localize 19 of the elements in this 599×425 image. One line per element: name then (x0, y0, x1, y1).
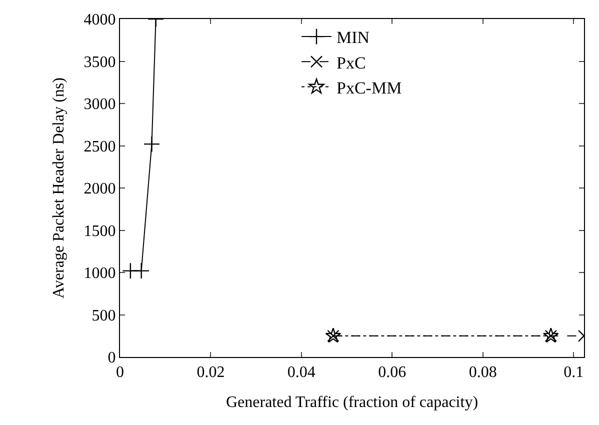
y-tick-label: 3500 (84, 54, 116, 71)
y-tick-label: 2000 (84, 180, 116, 198)
x-tick-label: 0.1 (564, 364, 584, 382)
y-tick-label: 1500 (84, 222, 116, 240)
legend-label: PxC-MM (336, 78, 402, 98)
legend-label: PxC (336, 53, 366, 72)
x-tick-label: 0.04 (287, 364, 316, 382)
y-tick-label: 0 (108, 350, 116, 367)
y-tick-label: 3000 (84, 96, 116, 114)
x-tick-label: 0.02 (196, 364, 225, 382)
x-axis-title: Generated Traffic (fraction of capacity) (226, 394, 478, 411)
y-axis-title: Average Packet Header Delay (ns) (50, 78, 68, 298)
x-tick-label: 0.08 (468, 364, 497, 382)
legend-label: MIN (336, 28, 370, 48)
y-tick-label: 1000 (84, 265, 116, 282)
y-tick-label: 4000 (84, 12, 116, 29)
y-tick-label: 2500 (84, 138, 116, 156)
y-tick-label: 500 (92, 307, 116, 324)
x-tick-label: 0.06 (378, 364, 406, 382)
